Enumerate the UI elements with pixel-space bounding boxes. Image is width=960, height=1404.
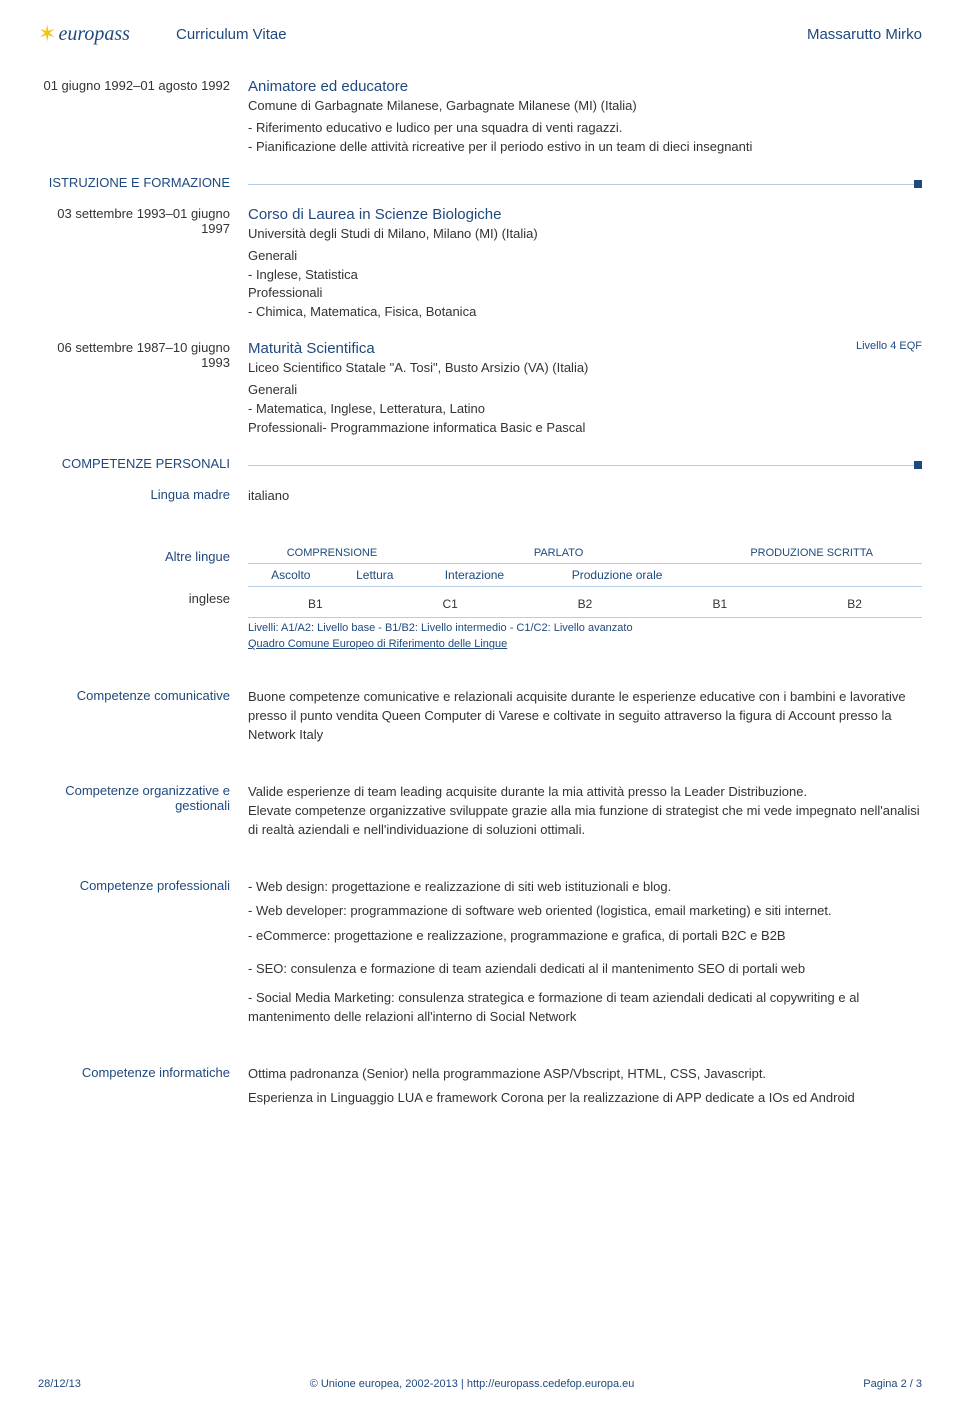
document-title: Curriculum Vitae: [176, 26, 287, 43]
professional-content: - Web design: progettazione e realizzazi…: [248, 878, 922, 1027]
page-header: ✶ europass Curriculum Vitae Massarutto M…: [38, 18, 922, 50]
section-personal: COMPETENZE PERSONALI: [38, 456, 922, 471]
languages-table: COMPRENSIONE PARLATO PRODUZIONE SCRITTA …: [248, 543, 922, 587]
logo-text: europass: [58, 23, 129, 46]
work-title: Animatore ed educatore: [248, 78, 922, 95]
lang-values-row: B1 C1 B2 B1 B2: [248, 591, 922, 618]
work-date: 01 giugno 1992–01 agosto 1992: [38, 78, 248, 157]
it-skills-row: Competenze informatiche Ottima padronanz…: [38, 1065, 922, 1109]
organisational-content: Valide esperienze di team leading acquis…: [248, 783, 922, 840]
lang-sh-4: [701, 564, 922, 587]
prof-p2: - Web developer: programmazione di softw…: [248, 902, 922, 921]
section-personal-label: COMPETENZE PERSONALI: [38, 456, 248, 471]
lang-sh-1: Lettura: [334, 564, 416, 587]
header-left: ✶ europass Curriculum Vitae: [38, 18, 287, 50]
other-languages-row: Altre lingue COMPRENSIONE PARLATO PRODUZ…: [38, 543, 922, 587]
edu1-title: Corso di Laurea in Scienze Biologiche: [248, 206, 922, 223]
section-education-label: ISTRUZIONE E FORMAZIONE: [38, 175, 248, 190]
work-bullet-2: - Pianificazione delle attività ricreati…: [248, 138, 922, 157]
work-content: Animatore ed educatore Comune di Garbagn…: [248, 78, 922, 157]
footer-center: © Unione europea, 2002-2013 | http://eur…: [310, 1378, 635, 1390]
edu2-content: Livello 4 EQF Maturità Scientifica Liceo…: [248, 340, 922, 438]
person-name: Massarutto Mirko: [807, 26, 922, 43]
work-org: Comune di Garbagnate Milanese, Garbagnat…: [248, 98, 922, 113]
edu1-prof-h: Professionali: [248, 284, 922, 303]
org-p2: Elevate competenze organizzative svilupp…: [248, 802, 922, 840]
lang-v-2: B2: [518, 591, 653, 618]
professional-row: Competenze professionali - Web design: p…: [38, 878, 922, 1027]
edu1-gen: - Inglese, Statistica: [248, 266, 922, 285]
edu2-org: Liceo Scientifico Statale "A. Tosi", Bus…: [248, 360, 922, 375]
lang-note-cefr-link[interactable]: Quadro Comune Europeo di Riferimento del…: [248, 638, 922, 650]
edu2-gen-h: Generali: [248, 381, 922, 400]
edu1-content: Corso di Laurea in Scienze Biologiche Un…: [248, 206, 922, 322]
edu-entry-1: 03 settembre 1993–01 giugno 1997 Corso d…: [38, 206, 922, 322]
lang-h-spoken: PARLATO: [416, 543, 701, 564]
work-bullet-1: - Riferimento educativo e ludico per una…: [248, 119, 922, 138]
it-skills-content: Ottima padronanza (Senior) nella program…: [248, 1065, 922, 1109]
organisational-row: Competenze organizzative e gestionali Va…: [38, 783, 922, 840]
mother-tongue-value: italiano: [248, 487, 922, 506]
other-languages-label: Altre lingue: [38, 543, 248, 587]
lang-header-top: COMPRENSIONE PARLATO PRODUZIONE SCRITTA: [248, 543, 922, 564]
edu1-org: Università degli Studi di Milano, Milano…: [248, 226, 922, 241]
prof-p4: - SEO: consulenza e formazione di team a…: [248, 960, 922, 979]
page-footer: 28/12/13 © Unione europea, 2002-2013 | h…: [38, 1378, 922, 1390]
lang-values-table: B1 C1 B2 B1 B2: [248, 591, 922, 618]
edu-entry-2: 06 settembre 1987–10 giugno 1993 Livello…: [38, 340, 922, 438]
edu2-gen: - Matematica, Inglese, Letteratura, Lati…: [248, 400, 922, 419]
lang-v-0: B1: [248, 591, 383, 618]
edu1-prof: - Chimica, Matematica, Fisica, Botanica: [248, 303, 922, 322]
communication-row: Competenze comunicative Buone competenze…: [38, 688, 922, 745]
edu2-title: Maturità Scientifica: [248, 340, 922, 357]
work-entry: 01 giugno 1992–01 agosto 1992 Animatore …: [38, 78, 922, 157]
organisational-label: Competenze organizzative e gestionali: [38, 783, 248, 840]
lang-header-sub: Ascolto Lettura Interazione Produzione o…: [248, 564, 922, 587]
star-icon: ✶: [38, 21, 56, 47]
lang-v-3: B1: [652, 591, 787, 618]
europass-logo: ✶ europass: [38, 18, 158, 50]
lang-h-writing: PRODUZIONE SCRITTA: [701, 543, 922, 564]
prof-p5: - Social Media Marketing: consulenza str…: [248, 989, 922, 1027]
lang-row-label: inglese: [38, 591, 248, 650]
prof-p3: - eCommerce: progettazione e realizzazio…: [248, 927, 922, 946]
lang-sh-0: Ascolto: [248, 564, 334, 587]
it-skills-label: Competenze informatiche: [38, 1065, 248, 1109]
lang-sh-3: Produzione orale: [533, 564, 701, 587]
edu1-gen-h: Generali: [248, 247, 922, 266]
languages-table-wrap: COMPRENSIONE PARLATO PRODUZIONE SCRITTA …: [248, 543, 922, 587]
prof-p1: - Web design: progettazione e realizzazi…: [248, 878, 922, 897]
lang-v-4: B2: [787, 591, 922, 618]
footer-page: Pagina 2 / 3: [863, 1378, 922, 1390]
lang-row-content: B1 C1 B2 B1 B2 Livelli: A1/A2: Livello b…: [248, 591, 922, 650]
org-p1: Valide esperienze di team leading acquis…: [248, 783, 922, 802]
language-row-inglese: inglese B1 C1 B2 B1 B2 Livelli: A1/A2: L…: [38, 591, 922, 650]
lang-v-1: C1: [383, 591, 518, 618]
section-line: [248, 175, 922, 185]
it-p2: Esperienza in Linguaggio LUA e framework…: [248, 1089, 922, 1108]
section-education: ISTRUZIONE E FORMAZIONE: [38, 175, 922, 190]
mother-tongue-row: Lingua madre italiano: [38, 487, 922, 506]
communication-text: Buone competenze comunicative e relazion…: [248, 688, 922, 745]
it-p1: Ottima padronanza (Senior) nella program…: [248, 1065, 922, 1084]
lang-note-levels: Livelli: A1/A2: Livello base - B1/B2: Li…: [248, 622, 922, 634]
edu2-eqf: Livello 4 EQF: [856, 340, 922, 352]
edu1-date: 03 settembre 1993–01 giugno 1997: [38, 206, 248, 322]
lang-sh-2: Interazione: [416, 564, 533, 587]
communication-label: Competenze comunicative: [38, 688, 248, 745]
mother-tongue-label: Lingua madre: [38, 487, 248, 506]
edu2-prof: Professionali- Programmazione informatic…: [248, 419, 922, 438]
section-line-2: [248, 456, 922, 466]
lang-h-comprehension: COMPRENSIONE: [248, 543, 416, 564]
footer-date: 28/12/13: [38, 1378, 81, 1390]
professional-label: Competenze professionali: [38, 878, 248, 1027]
edu2-date: 06 settembre 1987–10 giugno 1993: [38, 340, 248, 438]
